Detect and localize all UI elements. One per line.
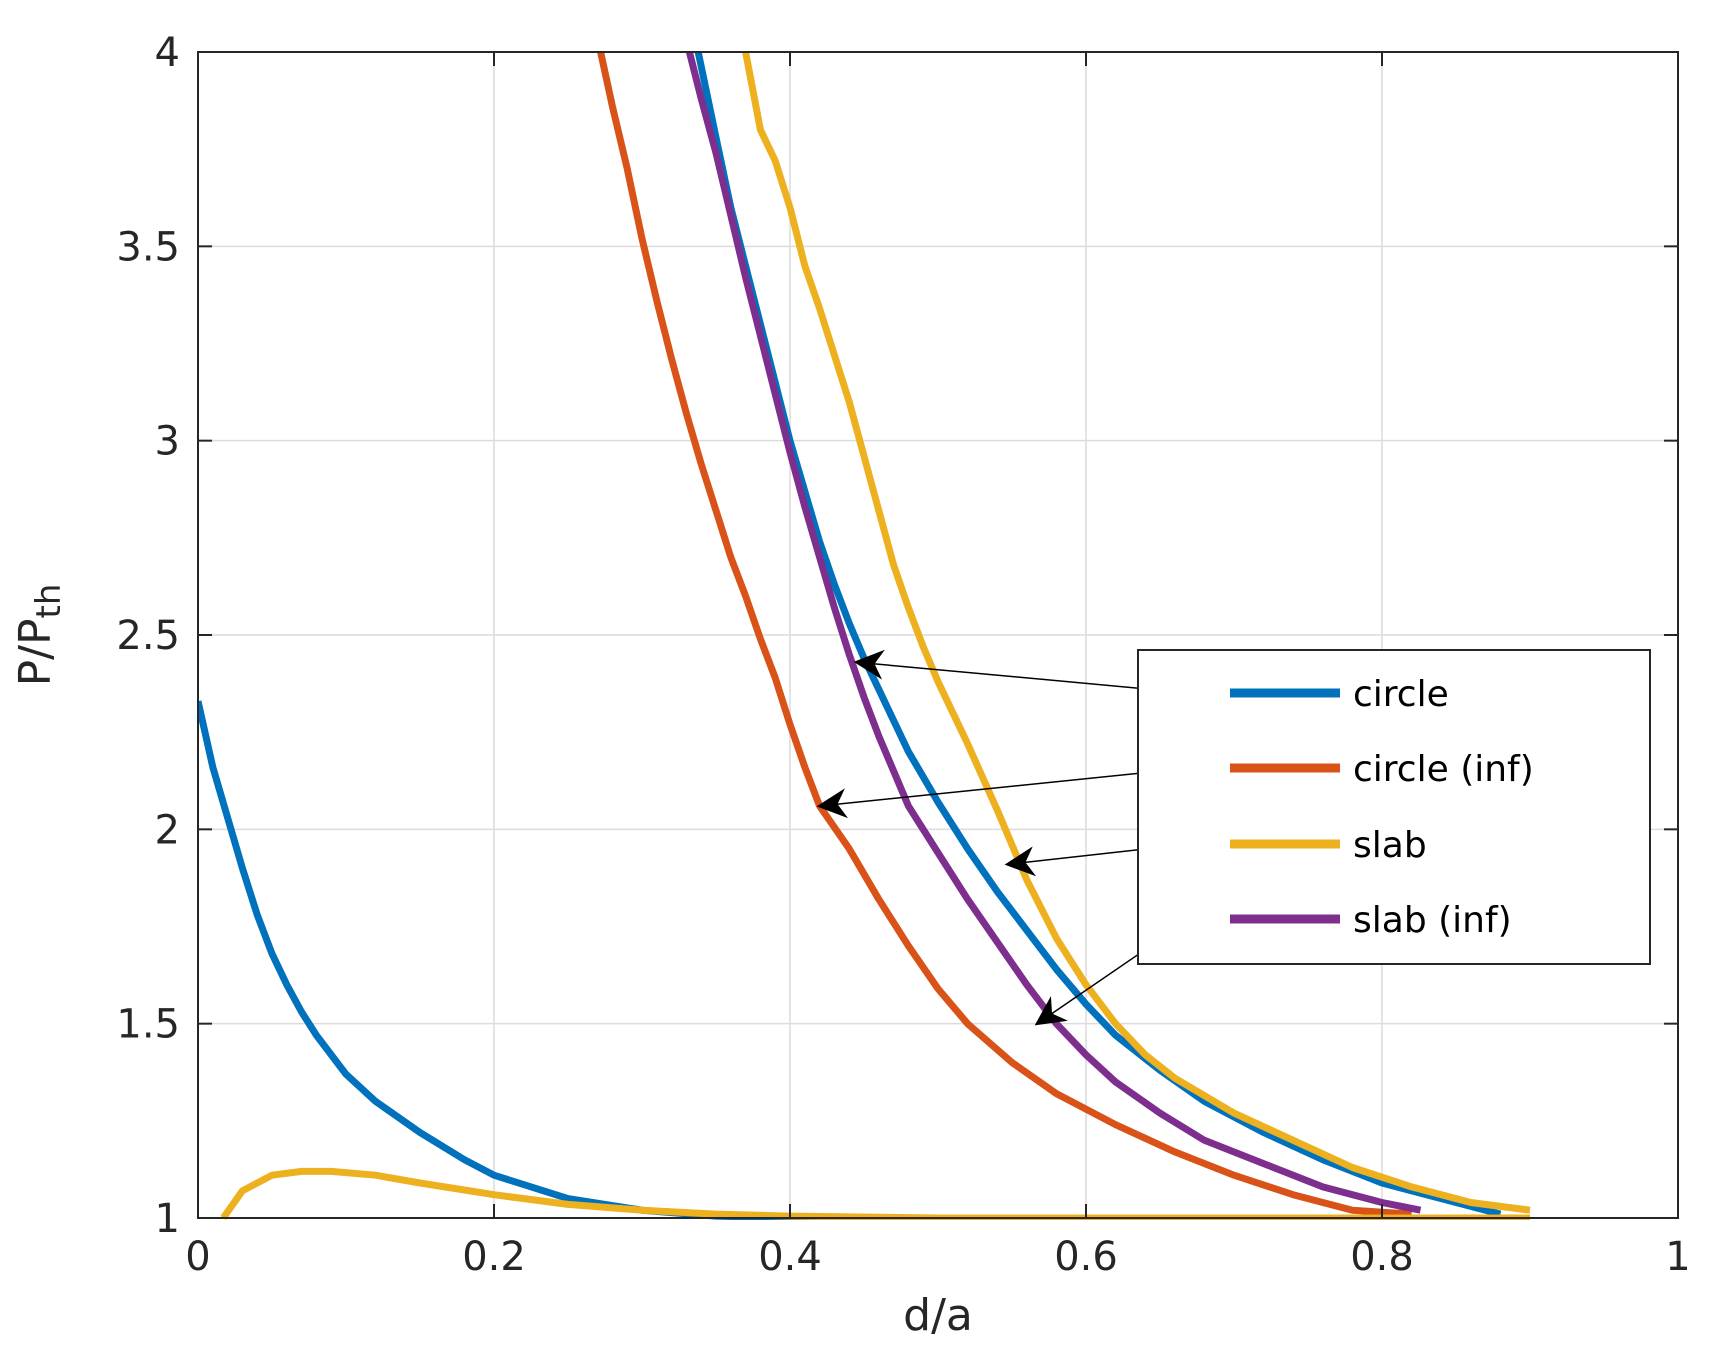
legend-label-circle: circle (1353, 674, 1449, 715)
y-tick-label: 3 (155, 419, 180, 465)
axis-ticks: 0 0.2 0.4 0.6 0.8 1 1 1.5 2 2.5 3 3.5 4 (116, 30, 1690, 1280)
series-line-slab (220, 1167, 1530, 1220)
x-tick-label: 0.6 (1054, 1234, 1118, 1280)
x-tick-label: 0.2 (462, 1234, 526, 1280)
grid (198, 52, 1678, 1218)
series-line-slab-inf (686, 51, 1422, 1214)
legend-box (1137, 649, 1651, 965)
y-axis-label-subscript: th (29, 584, 69, 619)
annotation-arrow (853, 649, 1191, 694)
legend-label-slab-inf: slab (inf) (1353, 900, 1512, 941)
y-tick-label: 2 (155, 807, 180, 853)
y-axis-label-main: P/P (10, 619, 61, 687)
y-axis-label: P/Pth (10, 584, 69, 687)
legend-label-slab: slab (1353, 825, 1427, 866)
legend-label-circle-inf: circle (inf) (1353, 749, 1534, 790)
annotation-arrow (816, 767, 1191, 819)
y-tick-label: 1.5 (116, 1002, 180, 1048)
annotation-arrows (816, 649, 1191, 1026)
y-tick-label: 2.5 (116, 613, 180, 659)
x-tick-label: 0.4 (758, 1234, 822, 1280)
y-tick-label: 1 (155, 1196, 180, 1242)
x-tick-label: 1 (1665, 1234, 1690, 1280)
series-line-circle (694, 51, 1502, 1218)
y-tick-label: 3.5 (116, 224, 180, 270)
x-axis-label: d/a (903, 1290, 973, 1341)
legend: circle circle (inf) slab slab (inf) (1137, 649, 1651, 965)
series-line-circle-inf (597, 51, 1412, 1218)
x-tick-label: 0.8 (1350, 1234, 1414, 1280)
x-tick-label: 0 (185, 1234, 210, 1280)
y-tick-label: 4 (155, 30, 180, 76)
series-line-slab (742, 51, 1531, 1214)
